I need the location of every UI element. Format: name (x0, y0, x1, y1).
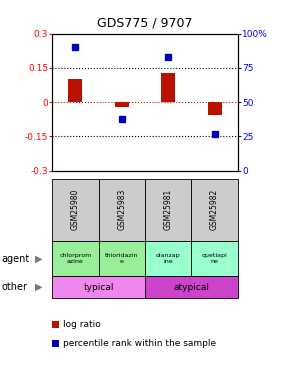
Text: GSM25982: GSM25982 (210, 189, 219, 230)
Text: thioridazin
e: thioridazin e (105, 253, 139, 264)
Text: GSM25981: GSM25981 (164, 189, 173, 230)
Text: log ratio: log ratio (63, 320, 101, 329)
Text: other: other (1, 282, 28, 292)
Text: GSM25983: GSM25983 (117, 189, 126, 231)
Text: percentile rank within the sample: percentile rank within the sample (63, 339, 216, 348)
Text: ▶: ▶ (35, 282, 43, 292)
Text: chlorprom
azine: chlorprom azine (59, 253, 92, 264)
Text: typical: typical (83, 283, 114, 292)
Bar (161, 72, 175, 102)
Bar (115, 102, 129, 107)
Text: atypical: atypical (173, 283, 209, 292)
Bar (68, 80, 82, 102)
Text: quetiapi
ne: quetiapi ne (202, 253, 227, 264)
Text: ▶: ▶ (35, 254, 43, 264)
Text: GDS775 / 9707: GDS775 / 9707 (97, 17, 193, 30)
Text: agent: agent (1, 254, 30, 264)
Text: olanzap
ine: olanzap ine (156, 253, 180, 264)
Bar (208, 102, 222, 115)
Text: GSM25980: GSM25980 (71, 189, 80, 231)
